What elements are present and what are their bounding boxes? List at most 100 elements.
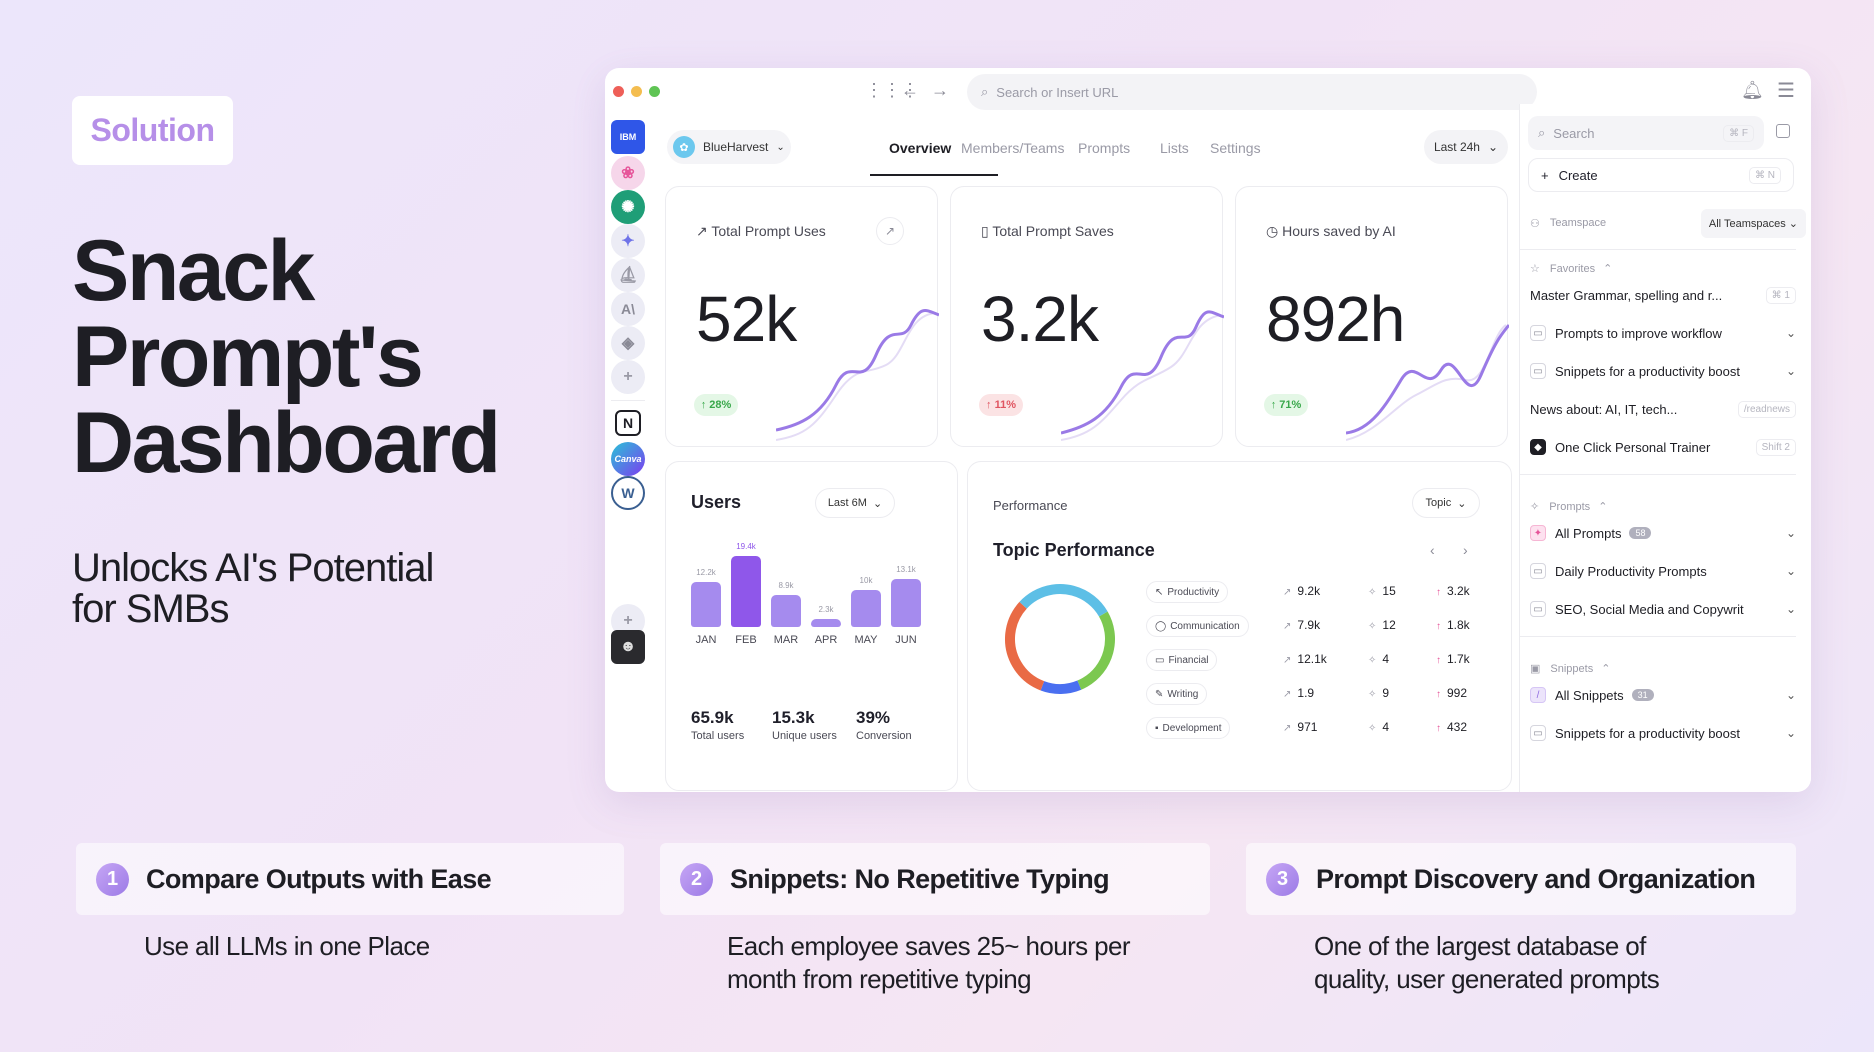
- topic-row[interactable]: ◯ Communication ↗ 7.9k ✧ 12 ↑ 1.8k: [1146, 614, 1491, 638]
- chevron-down-icon[interactable]: ⌄: [1785, 726, 1796, 740]
- headline-line: Prompt's: [72, 309, 424, 405]
- favorite-item[interactable]: Master Grammar, spelling and r... ⌘ 1: [1530, 278, 1796, 312]
- tab-settings[interactable]: Settings: [1210, 140, 1261, 156]
- favorite-item[interactable]: ▭ Prompts to improve workflow ⌄: [1530, 316, 1796, 350]
- chevron-right-icon[interactable]: ›: [1463, 542, 1468, 558]
- topic-donut-chart: [1005, 584, 1115, 694]
- chevron-down-icon[interactable]: ⌄: [1785, 364, 1796, 378]
- topic-row[interactable]: ↖ Productivity ↗ 9.2k ✧ 15 ↑ 3.2k: [1146, 580, 1491, 604]
- feature-title: Prompt Discovery and Organization: [1316, 863, 1756, 894]
- subheadline: Unlocks AI's Potential for SMBs: [72, 548, 592, 630]
- workspace-selector[interactable]: ✿ BlueHarvest ⌄: [667, 130, 791, 164]
- chevron-down-icon: ⌄: [776, 141, 785, 153]
- sparkle-icon: ✧: [1368, 655, 1377, 666]
- forward-arrow-icon[interactable]: →: [931, 80, 949, 100]
- chevron-left-icon[interactable]: ‹: [1430, 542, 1435, 558]
- users-range-select[interactable]: Last 6M ⌄: [815, 488, 895, 518]
- topic-saves: ↑ 1.7k: [1436, 652, 1470, 666]
- chevron-down-icon[interactable]: ⌄: [1785, 602, 1796, 616]
- chevron-down-icon: ⌄: [1457, 497, 1467, 510]
- url-bar[interactable]: ⌕ Search or Insert URL: [967, 74, 1537, 110]
- headline: Snack Prompt's Dashboard: [72, 228, 592, 486]
- chevron-down-icon[interactable]: ⌄: [1785, 326, 1796, 340]
- topic-row[interactable]: ✎ Writing ↗ 1.9 ✧ 9 ↑ 992: [1146, 682, 1491, 706]
- favorite-item[interactable]: ▭ Snippets for a productivity boost ⌄: [1530, 354, 1796, 388]
- favorite-item[interactable]: News about: AI, IT, tech... /readnews: [1530, 392, 1796, 426]
- notion-icon[interactable]: N: [615, 410, 641, 436]
- snippet-item[interactable]: ▭ Snippets for a productivity boost ⌄: [1530, 716, 1796, 750]
- donut-segment-productivity: [1005, 584, 1115, 694]
- topic-views: ↗ 9.2k: [1283, 584, 1320, 598]
- month-label: FEB: [735, 634, 757, 646]
- time-range-select[interactable]: Last 24h ⌄: [1424, 130, 1508, 164]
- bell-icon[interactable]: 🔔︎: [1741, 80, 1764, 100]
- topic-name: Development: [1162, 722, 1222, 734]
- wordpress-icon[interactable]: W: [611, 476, 645, 510]
- prompt-item[interactable]: ▭ SEO, Social Media and Copywrit ⌄: [1530, 592, 1796, 626]
- favorite-item[interactable]: ◆ One Click Personal Trainer Shift 2: [1530, 430, 1796, 464]
- chatgpt-icon[interactable]: ✺: [611, 190, 645, 224]
- teamspace-select[interactable]: All Teamspaces ⌄: [1700, 208, 1806, 238]
- minimize-window-dot[interactable]: [631, 86, 642, 97]
- hamburger-menu-icon[interactable]: ☰: [1777, 80, 1795, 102]
- tab-overview[interactable]: Overview: [889, 140, 952, 156]
- kpi-sparkline: [776, 309, 939, 441]
- favorites-header[interactable]: ☆ Favorites ⌃: [1530, 262, 1612, 276]
- canva-icon[interactable]: Canva: [611, 442, 645, 476]
- open-details-icon[interactable]: ↗: [876, 217, 904, 245]
- maximize-window-dot[interactable]: [649, 86, 660, 97]
- bar-value-label: 8.9k: [778, 581, 794, 590]
- topic-filter-label: Topic: [1425, 497, 1452, 509]
- prompt-item[interactable]: ✦ All Prompts 58 ⌄: [1530, 516, 1796, 550]
- gemini-icon[interactable]: ✦: [611, 224, 645, 258]
- panel-toggle-icon[interactable]: [1776, 124, 1790, 138]
- apps-grid-icon[interactable]: ⋮⋮⋮: [865, 80, 919, 100]
- create-button[interactable]: + Create ⌘ N: [1528, 158, 1794, 192]
- stat-label: Total users: [691, 730, 745, 742]
- copilot-icon[interactable]: ◈: [611, 326, 645, 360]
- avatar[interactable]: ☻: [611, 630, 645, 664]
- search-shortcut: ⌘ F: [1723, 124, 1754, 142]
- ibm-app-icon[interactable]: IBM: [611, 120, 645, 154]
- tab-lists[interactable]: Lists: [1160, 140, 1189, 156]
- chevron-down-icon[interactable]: ⌄: [1785, 688, 1796, 702]
- bar-apr: [811, 619, 841, 627]
- anthropic-icon[interactable]: A\: [611, 292, 645, 326]
- close-window-dot[interactable]: [613, 86, 624, 97]
- topic-filter-select[interactable]: Topic ⌄: [1412, 488, 1480, 518]
- bookmark-icon: ▯: [981, 223, 993, 239]
- topic-pill: ◯ Communication: [1146, 615, 1249, 637]
- favorite-label: Master Grammar, spelling and r...: [1530, 287, 1723, 303]
- favorite-label: Prompts to improve workflow: [1555, 325, 1722, 341]
- favorite-label: One Click Personal Trainer: [1555, 439, 1711, 455]
- divider: [1520, 249, 1796, 250]
- chevron-down-icon[interactable]: ⌄: [1785, 526, 1796, 540]
- kpi-change-badge: ↑ 28%: [694, 394, 738, 416]
- snippets-header[interactable]: ▣ Snippets ⌃: [1530, 662, 1610, 676]
- add-app-icon[interactable]: +: [611, 360, 645, 394]
- snippet-item[interactable]: / All Snippets 31 ⌄: [1530, 678, 1796, 712]
- topic-value: 4: [1382, 720, 1390, 734]
- topic-value: 7.9k: [1297, 618, 1321, 632]
- chevron-down-icon: ⌄: [1487, 140, 1499, 154]
- topic-row[interactable]: ▪ Development ↗ 971 ✧ 4 ↑ 432: [1146, 716, 1491, 740]
- feature-desc-line: Use all LLMs in one Place: [144, 931, 430, 961]
- bar-jan: [691, 582, 721, 627]
- stat-total-users: 65.9k Total users: [691, 708, 744, 742]
- tab-members-teams[interactable]: Members/Teams: [961, 140, 1065, 156]
- topic-icon: ▭: [1155, 654, 1165, 666]
- brain-app-icon[interactable]: ❀: [611, 156, 645, 190]
- topic-row[interactable]: ▭ Financial ↗ 12.1k ✧ 4 ↑ 1.7k: [1146, 648, 1491, 672]
- bar-jun: [891, 579, 921, 627]
- teamspace-label: Teamspace: [1549, 217, 1607, 229]
- topic-icon: ✎: [1155, 688, 1164, 700]
- prompts-header[interactable]: ✧ Prompts ⌃: [1530, 500, 1607, 514]
- prompt-item[interactable]: ▭ Daily Productivity Prompts ⌄: [1530, 554, 1796, 588]
- chevron-down-icon[interactable]: ⌄: [1785, 564, 1796, 578]
- kpi-change-badge: ↑ 71%: [1264, 394, 1308, 416]
- back-arrow-icon[interactable]: ←: [901, 80, 919, 100]
- kpi-label: ▯ Total Prompt Saves: [981, 223, 1114, 240]
- sail-app-icon[interactable]: ⛵︎: [611, 258, 645, 292]
- tab-prompts[interactable]: Prompts: [1078, 140, 1131, 156]
- sidebar-search-input[interactable]: ⌕ Search ⌘ F: [1528, 116, 1764, 150]
